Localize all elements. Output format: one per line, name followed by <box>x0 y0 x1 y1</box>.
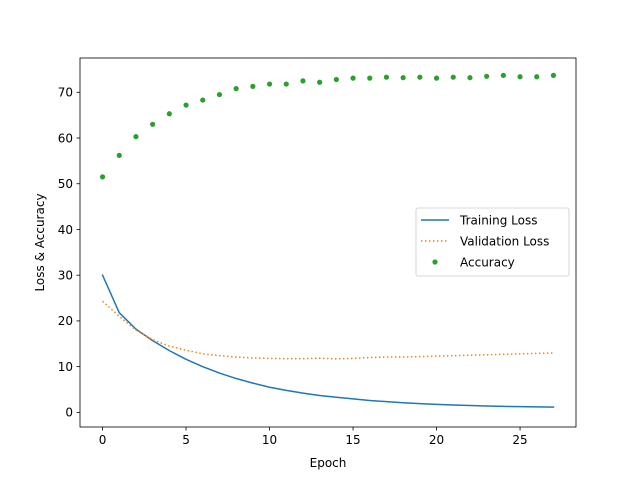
data-point-accuracy-25 <box>517 74 523 80</box>
y-tick-label-50: 50 <box>58 177 73 191</box>
data-point-accuracy-19 <box>417 74 423 80</box>
x-tick-label-15: 15 <box>345 433 360 447</box>
legend-label-accuracy: Accuracy <box>460 255 515 269</box>
data-point-accuracy-20 <box>433 75 440 81</box>
x-tick-label-25: 25 <box>512 433 527 447</box>
data-point-accuracy-21 <box>450 74 456 80</box>
y-tick-label-60: 60 <box>58 131 73 145</box>
y-tick-label-40: 40 <box>58 223 73 237</box>
y-tick-label-20: 20 <box>58 314 73 328</box>
data-point-accuracy-4 <box>166 111 172 117</box>
data-point-accuracy-7 <box>216 91 223 98</box>
legend: Training Loss Validation Loss Accuracy <box>415 207 570 277</box>
series-line-validation-loss <box>102 300 554 360</box>
legend-label-validation-loss: Validation Loss <box>460 234 549 248</box>
legend-box <box>415 207 570 277</box>
data-point-accuracy-0 <box>99 174 106 180</box>
data-point-accuracy-22 <box>467 75 473 81</box>
series-line-training-loss <box>101 274 555 408</box>
data-point-accuracy-8 <box>233 86 239 92</box>
data-point-accuracy-10 <box>266 81 273 87</box>
y-tick-label-10: 10 <box>58 360 73 374</box>
data-point-accuracy-1 <box>116 152 122 158</box>
data-point-accuracy-26 <box>534 74 540 80</box>
data-point-accuracy-15 <box>350 75 356 81</box>
data-point-accuracy-24 <box>500 72 506 78</box>
y-tick-label-70: 70 <box>58 86 73 100</box>
x-tick-label-10: 10 <box>262 433 277 447</box>
x-tick-label-20: 20 <box>429 433 444 447</box>
x-axis-label: Epoch <box>310 456 347 470</box>
y-tick-label-0: 0 <box>65 406 73 420</box>
data-point-accuracy-14 <box>333 76 339 83</box>
legend-label-training-loss: Training Loss <box>459 213 537 227</box>
data-point-accuracy-16 <box>367 75 373 81</box>
data-point-accuracy-2 <box>133 134 139 140</box>
plot-area <box>99 72 557 408</box>
data-point-accuracy-12 <box>300 78 306 84</box>
axes: 0 5 10 15 20 25 0 10 20 30 40 50 60 70 <box>58 57 577 447</box>
data-point-accuracy-13 <box>317 79 323 85</box>
x-tick-label-0: 0 <box>99 433 107 447</box>
x-tick-label-5: 5 <box>182 433 190 447</box>
legend-swatch-accuracy <box>432 259 438 265</box>
y-axis-label: Loss & Accuracy <box>33 193 47 291</box>
data-point-accuracy-3 <box>150 121 156 127</box>
data-point-accuracy-23 <box>484 73 490 79</box>
data-point-accuracy-6 <box>200 97 206 103</box>
y-tick-label-30: 30 <box>58 268 73 282</box>
data-point-accuracy-9 <box>250 83 256 89</box>
plot-frame <box>79 57 577 428</box>
data-point-accuracy-18 <box>400 75 406 81</box>
data-point-accuracy-27 <box>550 72 557 78</box>
data-point-accuracy-5 <box>183 102 189 108</box>
data-point-accuracy-17 <box>383 74 390 80</box>
data-point-accuracy-11 <box>283 81 289 87</box>
